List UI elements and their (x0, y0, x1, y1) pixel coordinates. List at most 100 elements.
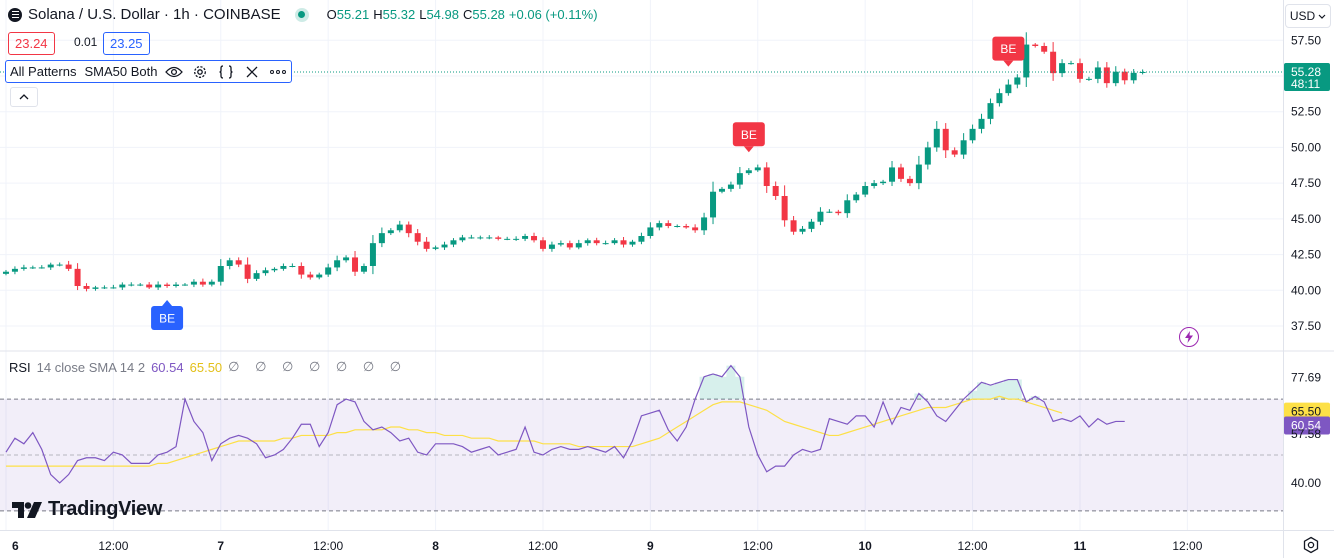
tradingview-logo[interactable]: TradingView (12, 498, 162, 521)
candle-body (951, 150, 958, 155)
candle-bearish (235, 257, 242, 268)
candle-body (2, 271, 9, 274)
time-tick-label: 9 (647, 539, 654, 553)
candle-body (280, 266, 287, 269)
candle-bullish (110, 284, 117, 289)
candle-bearish (1121, 68, 1128, 85)
candle-bullish (1094, 61, 1101, 84)
candle-body (65, 264, 72, 269)
candle-bullish (459, 234, 466, 243)
candle-body (1005, 84, 1012, 94)
close-icon[interactable] (243, 63, 261, 81)
candle-bullish (2, 269, 9, 276)
ohlc-value: 54.98 (426, 7, 459, 22)
candle-bullish (924, 141, 931, 170)
rsi-legend[interactable]: RSI 14 close SMA 14 2 60.54 65.50 ∅ ∅ ∅ … (9, 359, 407, 375)
tradingview-logo-text: TradingView (48, 498, 163, 520)
candle-bearish (146, 282, 153, 289)
candle-bullish (486, 235, 493, 240)
candle-bearish (566, 240, 573, 250)
rsi-tick-label: 60.54 (1291, 419, 1321, 433)
candle-bearish (781, 185, 788, 227)
ohlc-key: H (373, 7, 383, 22)
time-tick-label: 11 (1074, 539, 1087, 553)
candle-bearish (772, 181, 779, 200)
price-tick-label: 47.50 (1291, 176, 1321, 190)
more-options-icon[interactable] (269, 63, 287, 81)
eye-icon[interactable] (165, 63, 184, 81)
time-tick-label: 8 (432, 539, 439, 553)
candle-bearish (164, 282, 171, 288)
candle-body (781, 196, 788, 221)
candle-body (1130, 72, 1137, 81)
price-tick-label: 42.50 (1291, 248, 1321, 262)
symbol-title[interactable]: Solana / U.S. Dollar · 1h · COINBASE (28, 6, 281, 23)
candle-body (531, 236, 538, 241)
currency-label: USD (1289, 9, 1316, 23)
source-code-icon[interactable] (217, 63, 235, 81)
candle-bearish (539, 237, 546, 252)
candle-body (924, 147, 931, 165)
rsi-overbought-fill (699, 365, 1040, 400)
candle-bullish (960, 133, 967, 159)
pattern-label-box (992, 36, 1025, 61)
candles (2, 32, 1146, 292)
candle-bullish (253, 270, 260, 281)
candle-body (387, 230, 394, 234)
rsi-value: 60.54 (151, 359, 184, 375)
candle-body (548, 244, 555, 249)
candle-bullish (808, 218, 815, 233)
candle-body (396, 224, 403, 231)
candle-bullish (119, 282, 126, 290)
candle-body (539, 240, 546, 249)
candle-body (701, 217, 708, 231)
time-tick-label: 12:00 (958, 539, 988, 553)
candle-body (1103, 67, 1110, 84)
currency-selector[interactable]: USD (1285, 4, 1331, 28)
candle-body (101, 287, 108, 289)
candle-bullish (915, 155, 922, 190)
candle-bearish (906, 175, 913, 187)
lightning-icon[interactable] (1179, 327, 1199, 347)
candle-bullish (871, 180, 878, 189)
candle-body (665, 223, 672, 226)
symbol-legend: Solana / U.S. Dollar · 1h · COINBASE O 55… (8, 6, 602, 23)
candle-body (620, 240, 627, 245)
candle-bullish (280, 263, 287, 271)
candle-bullish (271, 267, 278, 273)
candle-body (29, 267, 36, 269)
candle-body (1112, 71, 1119, 84)
candle-body (307, 274, 314, 278)
candle-body (271, 268, 278, 271)
last-price-badge (1284, 63, 1330, 91)
ohlc-key: L (419, 7, 427, 22)
candle-bearish (405, 221, 412, 238)
candle-bearish (83, 283, 90, 292)
candle-bullish (396, 220, 403, 233)
candle-bullish (1130, 69, 1137, 84)
candle-body (119, 284, 126, 288)
candle-bullish (933, 121, 940, 152)
collapse-legend-button[interactable] (10, 87, 38, 107)
candle-body (647, 227, 654, 236)
gear-icon[interactable] (191, 63, 209, 81)
pattern-label-pointer (162, 300, 173, 306)
candle-bullish (880, 179, 887, 185)
candle-body (423, 241, 430, 249)
buy-price-button[interactable]: 23.25 (103, 32, 150, 55)
candle-bullish (629, 239, 636, 247)
candle-bullish (217, 259, 224, 286)
chart-settings-gear-icon[interactable] (1302, 536, 1320, 554)
time-tick-label: 12:00 (1172, 539, 1202, 553)
candle-body (889, 167, 896, 182)
sell-price-button[interactable]: 23.24 (8, 32, 55, 55)
candle-body (960, 140, 967, 155)
candle-bullish (181, 283, 188, 286)
market-open-icon (294, 7, 309, 22)
candle-body (369, 243, 376, 266)
indicator-legend-all-patterns[interactable]: All Patterns SMA50 Both (5, 60, 293, 83)
candle-bullish (978, 113, 985, 134)
candle-bullish (101, 285, 108, 289)
candle-body (969, 128, 976, 141)
